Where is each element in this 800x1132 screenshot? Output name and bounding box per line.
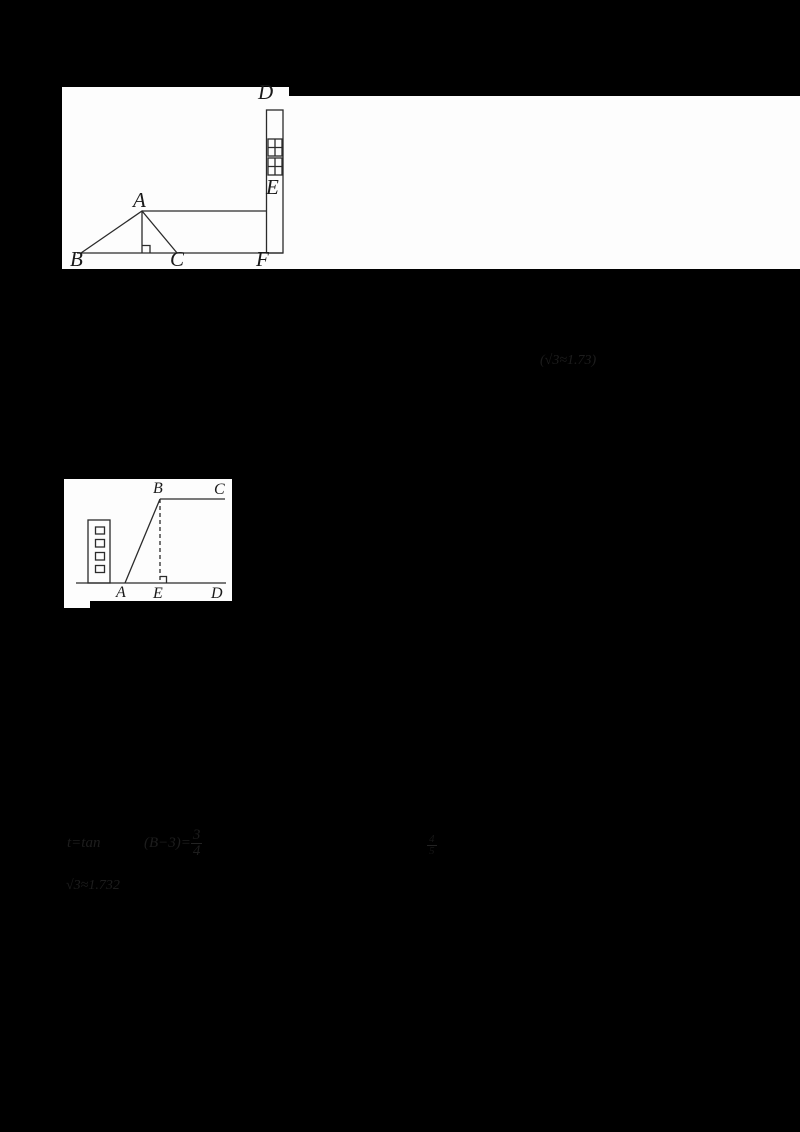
figure1: D E A B C F <box>62 82 289 271</box>
fraction-denominator: 4 <box>192 843 201 859</box>
figure1-drawing <box>77 109 284 254</box>
label-a: A <box>133 188 146 212</box>
figure1-highlight-band <box>285 96 800 269</box>
label-d: D <box>211 585 223 602</box>
figure2-bottom-tab <box>64 601 90 608</box>
label-b: B <box>153 480 163 497</box>
pole-window-grid-top <box>267 138 283 157</box>
building-windows <box>94 526 106 574</box>
figure2: B C A E D <box>64 479 232 608</box>
label-b: B <box>70 247 83 271</box>
right-angle-mark <box>142 244 151 253</box>
illegible-formula-tangent: t=tan <box>67 835 101 851</box>
triangle-bac <box>80 210 178 254</box>
fraction-numerator: 4 <box>427 833 437 846</box>
label-f: F <box>256 247 269 271</box>
label-e: E <box>266 175 279 199</box>
label-d: D <box>258 80 274 104</box>
pole-rect <box>265 109 284 254</box>
label-c: C <box>214 481 225 498</box>
label-a: A <box>116 584 126 601</box>
illegible-approx-value: √3≈1.732 <box>66 878 120 893</box>
fraction-denominator: 5 <box>429 845 435 857</box>
pole-window-grid-bottom <box>267 157 283 176</box>
building-rect <box>87 519 111 584</box>
formula-lhs: (B−3)= <box>144 834 191 851</box>
illegible-formula-sqrt3-hint: (√3≈1.73) <box>540 353 597 368</box>
line-a-to-b <box>124 498 161 584</box>
fraction-numerator: 3 <box>190 827 203 844</box>
right-angle-mark <box>160 575 168 583</box>
figure2-drawing <box>76 498 226 584</box>
label-e: E <box>153 585 163 602</box>
label-c: C <box>170 247 185 271</box>
illegible-formula-fraction: (B−3)= 3 4 <box>144 827 203 859</box>
